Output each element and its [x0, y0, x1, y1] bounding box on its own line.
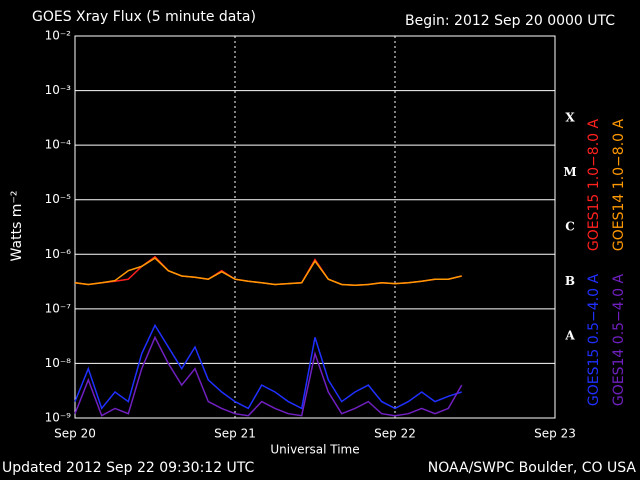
y-tick-label: 10⁻⁴	[45, 138, 72, 152]
x-axis-label: Universal Time	[270, 443, 359, 457]
series-line	[74, 257, 462, 287]
footer-left: Updated 2012 Sep 22 09:30:12 UTC	[2, 460, 255, 476]
plot-frame	[74, 35, 556, 419]
footer-right: NOAA/SWPC Boulder, CO USA	[428, 460, 637, 476]
flare-class-label: X	[565, 110, 575, 124]
y-tick-label: 10⁻⁷	[45, 301, 72, 315]
legend-entry: GOES14 0.5−4.0 A	[611, 274, 627, 407]
flare-class-label: M	[563, 165, 576, 179]
series-line	[74, 335, 463, 417]
flare-class-label: B	[565, 274, 575, 288]
y-tick-label: 10⁻⁸	[45, 356, 72, 370]
flare-class-label: A	[564, 329, 575, 343]
y-axis-label: Watts m⁻²	[9, 191, 25, 262]
subtitle: Begin: 2012 Sep 20 0000 UTC	[405, 13, 615, 29]
flare-class-label: C	[565, 220, 575, 234]
legend-entry: GOES14 1.0−8.0 A	[611, 119, 627, 252]
x-tick-label: Sep 21	[214, 427, 256, 441]
chart-title: GOES Xray Flux (5 minute data)	[32, 9, 256, 25]
y-tick-label: 10⁻³	[45, 83, 72, 97]
legend-entry: GOES15 0.5−4.0 A	[586, 274, 602, 407]
series-line	[74, 323, 462, 410]
x-tick-label: Sep 20	[54, 427, 96, 441]
x-tick-label: Sep 22	[374, 427, 416, 441]
y-tick-label: 10⁻⁶	[45, 247, 72, 261]
y-tick-label: 10⁻⁹	[45, 411, 72, 425]
legend-entry: GOES15 1.0−8.0 A	[586, 119, 602, 252]
x-tick-label: Sep 23	[534, 427, 576, 441]
y-tick-label: 10⁻⁵	[45, 192, 72, 206]
y-tick-label: 10⁻²	[45, 29, 72, 43]
